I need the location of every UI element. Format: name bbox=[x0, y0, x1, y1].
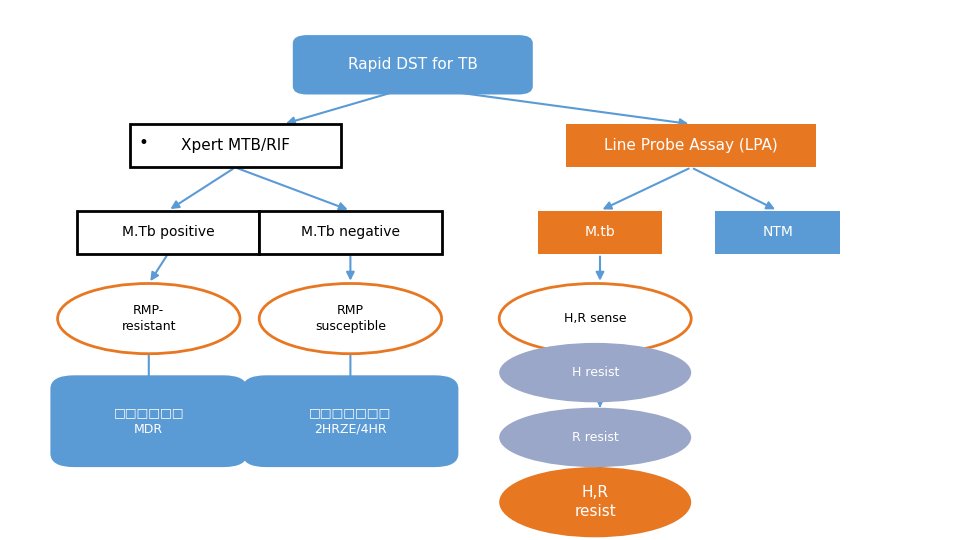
Text: H resist: H resist bbox=[571, 366, 619, 379]
FancyBboxPatch shape bbox=[77, 211, 259, 254]
Ellipse shape bbox=[499, 343, 691, 402]
FancyBboxPatch shape bbox=[50, 375, 248, 467]
FancyBboxPatch shape bbox=[259, 211, 442, 254]
Ellipse shape bbox=[259, 284, 442, 354]
Text: M.tb: M.tb bbox=[585, 225, 615, 239]
Text: Line Probe Assay (LPA): Line Probe Assay (LPA) bbox=[605, 138, 778, 153]
Ellipse shape bbox=[58, 284, 240, 354]
Text: H,R
resist: H,R resist bbox=[574, 485, 616, 519]
FancyBboxPatch shape bbox=[242, 375, 458, 467]
FancyBboxPatch shape bbox=[538, 211, 662, 254]
Text: NTM: NTM bbox=[762, 225, 793, 239]
Text: H,R sense: H,R sense bbox=[564, 312, 627, 325]
Text: Xpert MTB/RIF: Xpert MTB/RIF bbox=[180, 138, 290, 153]
Text: R resist: R resist bbox=[572, 431, 618, 444]
Text: RMP-
resistant: RMP- resistant bbox=[122, 304, 176, 333]
Text: •: • bbox=[139, 134, 149, 152]
FancyBboxPatch shape bbox=[715, 211, 840, 254]
FancyBboxPatch shape bbox=[566, 124, 816, 167]
Ellipse shape bbox=[499, 467, 691, 537]
Text: M.Tb negative: M.Tb negative bbox=[300, 225, 400, 239]
Text: RMP
susceptible: RMP susceptible bbox=[315, 304, 386, 333]
FancyBboxPatch shape bbox=[293, 35, 533, 94]
Text: □□□□□□□
2HRZE/4HR: □□□□□□□ 2HRZE/4HR bbox=[309, 407, 392, 436]
Ellipse shape bbox=[499, 408, 691, 467]
FancyBboxPatch shape bbox=[130, 124, 341, 167]
Text: Rapid DST for TB: Rapid DST for TB bbox=[348, 57, 478, 72]
Text: □□□□□□
MDR: □□□□□□ MDR bbox=[113, 407, 184, 436]
Text: M.Tb positive: M.Tb positive bbox=[122, 225, 214, 239]
Ellipse shape bbox=[499, 284, 691, 354]
